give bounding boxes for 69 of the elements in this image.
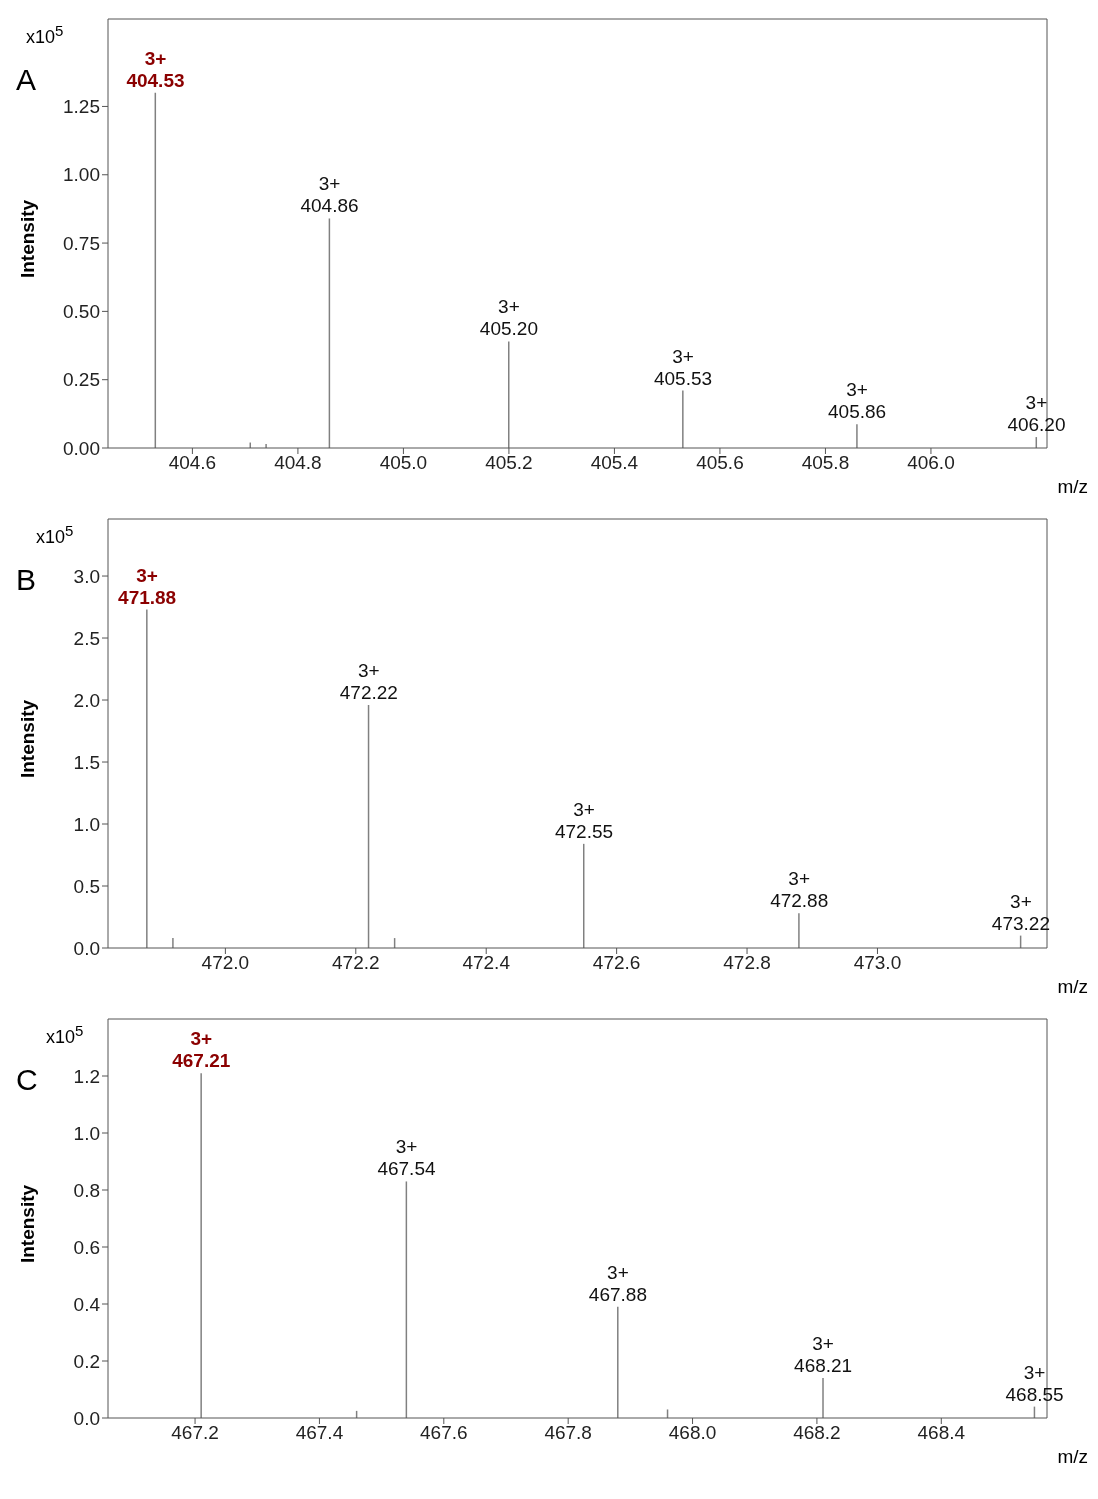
annotation: 3+ 405.20 — [479, 296, 538, 340]
annotation: 3+ 472.88 — [770, 868, 829, 912]
x-tick-label: 468.2 — [793, 1422, 841, 1444]
y-tick-label: 0.2 — [73, 1350, 100, 1372]
x-tick-label: 467.4 — [295, 1422, 344, 1444]
annotation: 3+ 468.21 — [794, 1333, 853, 1377]
y-tick-label: 0.75 — [63, 232, 100, 254]
x-tick-label: 467.6 — [420, 1422, 468, 1444]
x-tick-label: 472.8 — [723, 952, 771, 974]
annotation: 3+ 405.53 — [653, 345, 713, 389]
y-tick-label: 0.4 — [73, 1293, 101, 1315]
x-tick-label: 472.0 — [201, 952, 250, 974]
annotation: 3+ 472.55 — [554, 798, 614, 842]
y-tick-label: 1.0 — [73, 1122, 100, 1144]
annotation: 3+ 467.54 — [377, 1136, 436, 1180]
annotation: 3+ 468.55 — [1005, 1361, 1064, 1405]
y-tick-label: 1.25 — [63, 96, 100, 118]
y-tick-label: 0.0 — [73, 1407, 100, 1429]
x-tick-label: 472.4 — [462, 952, 511, 974]
y-tick-label: 2.0 — [73, 689, 100, 711]
annotation: 3+ 471.88 — [118, 564, 177, 608]
x-tick-label: 467.2 — [171, 1422, 219, 1444]
annotation: 3+ 467.21 — [172, 1028, 231, 1072]
text: B — [16, 563, 37, 597]
y-axis-title: Intensity — [17, 198, 39, 281]
annotation: 3+ 467.88 — [588, 1261, 647, 1305]
x-tick-label: 467.8 — [544, 1422, 592, 1444]
y-axis-title: Intensity — [17, 698, 39, 781]
x-tick-label: 405.8 — [801, 452, 850, 474]
x-axis-title: m/z — [1057, 1446, 1088, 1468]
y-tick-label: 3.0 — [73, 565, 100, 587]
y-tick-label: 0.5 — [73, 875, 100, 897]
annotation: 3+ 406.20 — [1007, 392, 1066, 436]
annotation: 3+ 404.53 — [126, 47, 185, 91]
x-tick-label: 468.4 — [917, 1422, 966, 1444]
x-tick-label: 468.0 — [668, 1422, 717, 1444]
annotation: 3+ 404.86 — [300, 173, 359, 217]
x-tick-label: 405.0 — [379, 452, 428, 474]
x-axis-title: m/z — [1057, 976, 1088, 998]
text: x10$^{5}$ — [46, 1022, 84, 1048]
x-tick-label: 472.2 — [332, 952, 380, 974]
y-tick-label: 0.50 — [63, 301, 100, 323]
x-tick-label: 404.6 — [168, 452, 217, 474]
x-tick-label: 406.0 — [907, 452, 955, 474]
y-tick-label: 1.2 — [73, 1065, 100, 1087]
x-axis-title: m/z — [1057, 476, 1088, 498]
annotation: 3+ 405.86 — [828, 379, 887, 423]
x-tick-label: 405.2 — [485, 452, 533, 474]
annotation: 3+ 472.22 — [339, 659, 398, 703]
text: x10$^{5}$ — [36, 522, 74, 548]
x-tick-label: 472.6 — [592, 952, 641, 974]
x-tick-label: 405.4 — [590, 452, 639, 474]
text: C — [16, 1063, 38, 1097]
text: A — [16, 63, 37, 97]
y-tick-label: 0.00 — [63, 437, 100, 459]
y-tick-label: 1.5 — [73, 751, 100, 773]
y-tick-label: 2.5 — [73, 627, 100, 649]
y-tick-label: 1.00 — [63, 164, 100, 186]
annotation: 3+ 473.22 — [991, 890, 1050, 934]
y-tick-label: 1.0 — [73, 813, 100, 835]
y-tick-label: 0.6 — [73, 1236, 100, 1258]
y-tick-label: 0.25 — [63, 369, 100, 391]
text: x10$^{5}$ — [26, 22, 64, 48]
y-tick-label: 0.8 — [73, 1179, 100, 1201]
y-tick-label: 0.0 — [73, 937, 100, 959]
x-tick-label: 473.0 — [853, 952, 902, 974]
y-axis-title: Intensity — [17, 1183, 39, 1266]
x-tick-label: 405.6 — [696, 452, 744, 474]
x-tick-label: 404.8 — [274, 452, 322, 474]
